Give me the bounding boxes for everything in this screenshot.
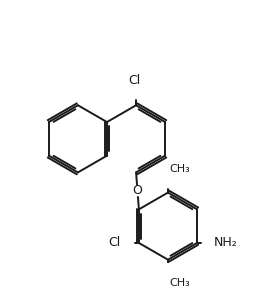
Text: Cl: Cl	[128, 74, 140, 87]
Text: NH₂: NH₂	[214, 237, 238, 249]
Text: O: O	[133, 184, 142, 197]
Text: CH₃: CH₃	[170, 164, 190, 174]
Text: Cl: Cl	[108, 237, 120, 249]
Text: CH₃: CH₃	[170, 278, 190, 288]
